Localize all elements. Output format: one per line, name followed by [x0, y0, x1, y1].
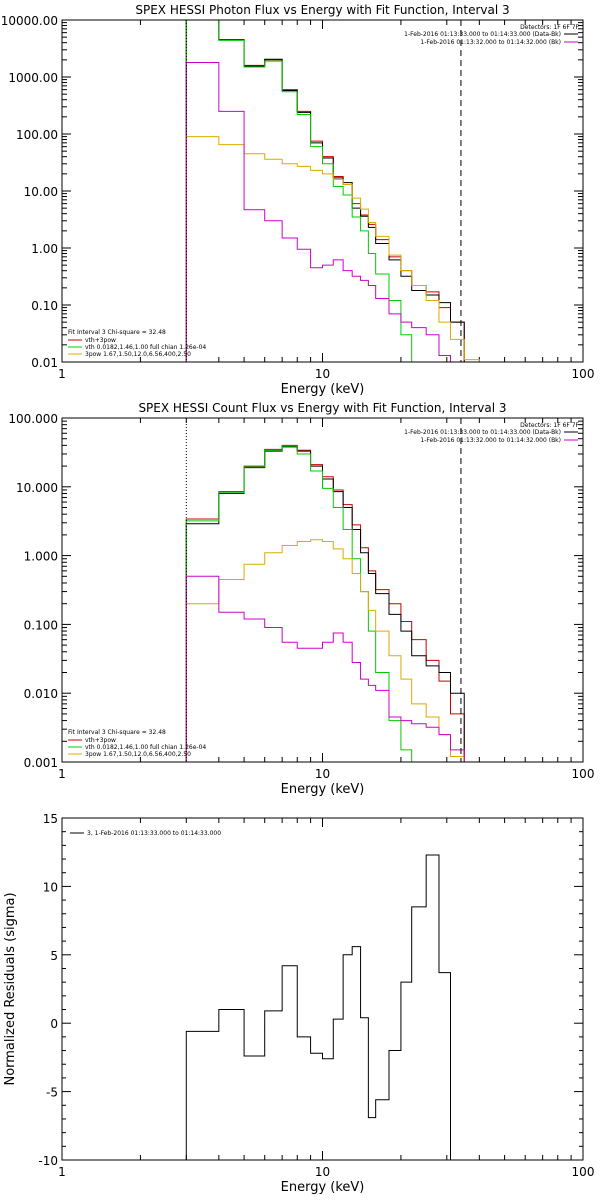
- y-tick-label: 10: [43, 880, 58, 894]
- y-tick-label: 100.000: [8, 412, 58, 426]
- series-1-line: [185, 444, 465, 762]
- legend-bottom-label: vth 0.0182,1.46,1.00 full chian 1.26e-04: [85, 744, 206, 751]
- series-3-line: [185, 20, 413, 362]
- plot-area: [185, 20, 480, 362]
- chart-title: SPEX HESSI Count Flux vs Energy with Fit…: [138, 401, 506, 415]
- series-4-line: [185, 136, 480, 362]
- series-5-line: [185, 61, 451, 362]
- x-axis-label: Energy (keV): [281, 1180, 365, 1195]
- series-2-line: [185, 446, 465, 762]
- legend-bottom-label: 3pow 1.67,1.50,12.0,6.56,400,2.50: [85, 351, 191, 358]
- y-tick-label: 0.100: [24, 618, 58, 632]
- legend-bottom-label: 3pow 1.67,1.50,12.0,6.56,400,2.50: [85, 751, 191, 758]
- y-tick-label: -5: [46, 1086, 58, 1100]
- y-tick-label: 15: [43, 812, 58, 826]
- x-axis-label: Energy (keV): [281, 382, 365, 397]
- chart-panel-2: SPEX HESSI Count Flux vs Energy with Fit…: [8, 401, 595, 797]
- detectors-label: Detectors: 1F 6F 7F: [520, 24, 579, 31]
- legend-top-label: 1-Feb-2016 01:13:32.000 to 01:14:32.000 …: [420, 39, 561, 46]
- legend-top-label: 1-Feb-2016 01:13:33.000 to 01:14:33.000 …: [404, 31, 561, 38]
- x-tick-label: 10: [315, 767, 330, 781]
- x-tick-label: 10: [315, 1165, 330, 1179]
- plot-area: [185, 444, 465, 762]
- y-tick-label: 0.01: [31, 356, 58, 370]
- x-tick-label: 1: [58, 367, 66, 381]
- fit-info-label: Fit Interval 3 Chi-square = 32.48: [68, 329, 166, 336]
- legend-top-label: 1-Feb-2016 01:13:33.000 to 01:14:33.000 …: [404, 429, 561, 436]
- y-axis-label: Normalized Residuals (sigma): [3, 892, 18, 1085]
- y-tick-label: 1.00: [31, 242, 58, 256]
- y-tick-label: 0.010: [24, 687, 58, 701]
- y-tick-label: 0: [50, 1017, 58, 1031]
- chart-panel-1: SPEX HESSI Photon Flux vs Energy with Fi…: [1, 3, 595, 397]
- legend-top-label: 1-Feb-2016 01:13:32.000 to 01:14:32.000 …: [420, 437, 561, 444]
- legend-label: 3, 1-Feb-2016 01:13:33.000 to 01:14:33.0…: [87, 830, 221, 837]
- x-tick-label: 100: [572, 1165, 595, 1179]
- y-tick-label: 1000.00: [8, 71, 58, 85]
- plot-area: [185, 854, 451, 1160]
- plot-frame: [61, 19, 584, 363]
- y-tick-label: 1.000: [24, 550, 58, 564]
- legend-bottom-label: vth+3pow: [85, 337, 116, 344]
- y-tick-label: 100.00: [16, 128, 58, 142]
- x-axis-label: Energy (keV): [281, 782, 365, 797]
- x-tick-label: 100: [572, 367, 595, 381]
- series-1-line: [185, 20, 465, 362]
- plot-frame: [61, 417, 584, 763]
- series-2-line: [185, 20, 465, 362]
- detectors-label: Detectors: 1F 6F 7F: [520, 422, 579, 429]
- x-tick-label: 100: [572, 767, 595, 781]
- x-tick-label: 10: [315, 367, 330, 381]
- chart-title: SPEX HESSI Photon Flux vs Energy with Fi…: [135, 3, 509, 17]
- y-tick-label: 0.001: [24, 756, 58, 770]
- y-tick-label: 0.10: [31, 299, 58, 313]
- fit-info-label: Fit Interval 3 Chi-square = 32.48: [68, 729, 166, 736]
- x-tick-label: 1: [58, 767, 66, 781]
- y-tick-label: -10: [38, 1154, 58, 1168]
- series-1-line: [185, 854, 451, 1160]
- y-tick-label: 10000.00: [1, 14, 58, 28]
- y-tick-label: 5: [50, 949, 58, 963]
- series-5-line: [185, 575, 465, 762]
- y-tick-label: 10.000: [16, 481, 58, 495]
- chart-panel-3: 1 10 100 15 10 5 0 -5 -10 Energy (keV) Normalized …: [3, 812, 595, 1195]
- legend-bottom-label: vth+3pow: [85, 737, 116, 744]
- series-4-line: [185, 539, 465, 762]
- y-tick-label: 10.00: [24, 185, 58, 199]
- legend-bottom-label: vth 0.0182,1.46,1.00 full chian 1.26e-04: [85, 344, 206, 351]
- plot-frame: [61, 817, 584, 1161]
- x-tick-label: 1: [58, 1165, 66, 1179]
